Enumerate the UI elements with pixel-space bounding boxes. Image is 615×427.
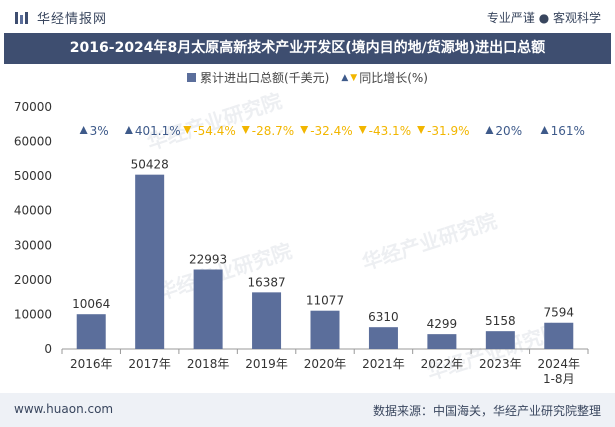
growth-label: 161%: [551, 124, 585, 138]
legend-up-triangle-icon: ▲: [341, 72, 349, 83]
bar-value-label: 10064: [72, 297, 110, 311]
huajing-logo-icon: [15, 11, 28, 24]
footer: www.huaon.com 数据来源：中国海关，华经产业研究院整理: [0, 393, 615, 427]
growth-label: -32.4%: [310, 124, 352, 138]
footer-source: 数据来源：中国海关，华经产业研究院整理: [372, 404, 601, 418]
growth-label: 401.1%: [135, 124, 181, 138]
x-category-label: 2017年: [128, 357, 171, 371]
brand-name: 华经情报网: [37, 12, 108, 27]
growth-up-marker: [79, 126, 88, 134]
legend-bar-swatch: [187, 73, 196, 82]
x-category-label: 2016年: [70, 357, 113, 371]
x-category-label: 2020年: [304, 357, 347, 371]
bar: [544, 322, 574, 349]
bar-value-label: 6310: [368, 310, 399, 324]
legend: 累计进出口总额(千美元) ▲ ▼ 同比增长(%): [0, 69, 615, 86]
y-tick-label: 10000: [14, 307, 52, 321]
bar: [427, 334, 457, 349]
bar: [310, 310, 340, 349]
y-tick-label: 70000: [14, 100, 52, 114]
bar-value-label: 4299: [427, 317, 458, 331]
y-tick-label: 40000: [14, 204, 52, 218]
x-category-label: 2021年: [362, 357, 405, 371]
x-category-label: 2023年: [479, 357, 522, 371]
x-category-label: 2022年: [421, 357, 464, 371]
y-tick-label: 50000: [14, 169, 52, 183]
bar-value-label: 22993: [189, 253, 227, 267]
bar-value-label: 50428: [131, 158, 169, 172]
y-tick-label: 20000: [14, 273, 52, 287]
growth-label: 3%: [90, 124, 109, 138]
footer-site[interactable]: www.huaon.com: [14, 402, 114, 416]
bar: [193, 269, 223, 349]
top-bar: 华经情报网 专业严谨 ● 客观科学: [0, 0, 615, 33]
growth-down-marker: [417, 126, 426, 134]
legend-item-growth: ▲ ▼ 同比增长(%): [341, 69, 428, 86]
growth-down-marker: [358, 126, 367, 134]
growth-down-marker: [183, 126, 192, 134]
growth-label: 20%: [495, 124, 522, 138]
growth-up-marker: [485, 126, 494, 134]
growth-up-marker: [124, 126, 133, 134]
y-tick-label: 60000: [14, 135, 52, 149]
bar: [252, 292, 282, 349]
legend-label-growth: 同比增长(%): [359, 71, 428, 85]
x-category-label: 2019年: [245, 357, 288, 371]
tagline: 专业严谨 ● 客观科学: [486, 11, 601, 25]
bar: [135, 174, 165, 349]
watermark-text: 华经产业研究院: [144, 89, 285, 155]
x-category-label: 2024年: [538, 357, 581, 371]
chart-title: 2016-2024年8月太原高新技术产业开发区(境内目的地/货源地)进出口总额: [4, 33, 611, 64]
x-category-label: 1-8月: [543, 372, 575, 386]
growth-down-marker: [300, 126, 309, 134]
growth-label: -28.7%: [252, 124, 294, 138]
legend-down-triangle-icon: ▼: [350, 72, 358, 83]
bar-value-label: 11077: [306, 294, 344, 308]
growth-label: -31.9%: [427, 124, 469, 138]
legend-item-total: 累计进出口总额(千美元): [187, 69, 329, 86]
growth-up-marker: [540, 126, 549, 134]
growth-down-marker: [241, 126, 250, 134]
bar: [485, 331, 515, 349]
bar-value-label: 5158: [485, 314, 516, 328]
bar: [368, 327, 398, 349]
growth-label: -43.1%: [369, 124, 411, 138]
growth-label: -54.4%: [193, 124, 235, 138]
y-tick-label: 30000: [14, 238, 52, 252]
bar: [76, 314, 106, 349]
bar-value-label: 7594: [544, 306, 575, 320]
bar-chart: 华经产业研究院华经产业研究院华经产业研究院华经产业研究院010000200003…: [14, 89, 589, 386]
watermark-text: 华经产业研究院: [359, 209, 500, 275]
legend-label-total: 累计进出口总额(千美元): [200, 71, 330, 85]
y-tick-label: 0: [44, 342, 52, 356]
bar-value-label: 16387: [247, 275, 285, 289]
brand[interactable]: 华经情报网: [14, 8, 107, 27]
x-category-label: 2018年: [187, 357, 230, 371]
